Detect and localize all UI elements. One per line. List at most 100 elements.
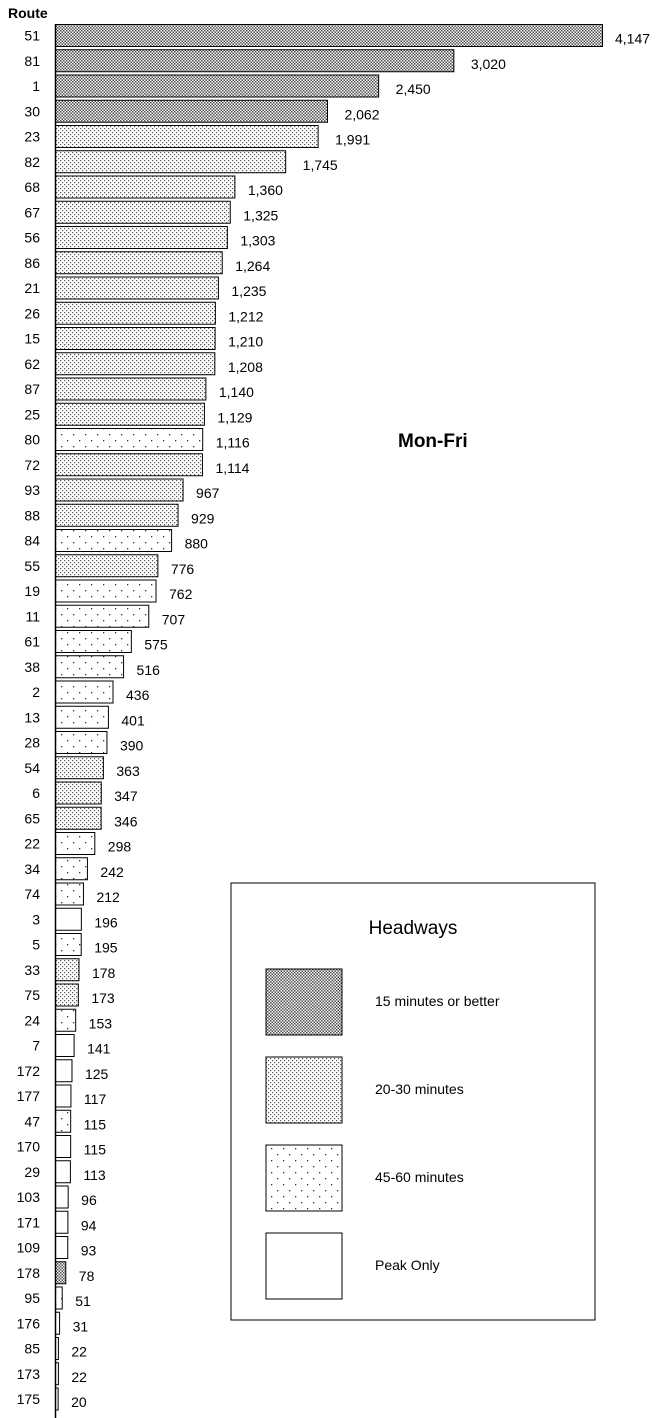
route-label-34: 34 bbox=[24, 861, 40, 877]
bar-route-25 bbox=[55, 402, 205, 426]
bar-route-170 bbox=[55, 1135, 72, 1158]
value-label-176: 31 bbox=[73, 1318, 89, 1334]
route-label-65: 65 bbox=[24, 810, 40, 826]
bar-route-13 bbox=[55, 705, 109, 729]
route-label-7: 7 bbox=[32, 1038, 40, 1054]
value-label-19: 762 bbox=[169, 586, 193, 602]
bar-route-29 bbox=[55, 1160, 71, 1184]
route-labels-group: 5181130238268675686212615628725807293888… bbox=[17, 28, 41, 1408]
value-label-54: 363 bbox=[116, 763, 140, 779]
value-label-25: 1,129 bbox=[217, 409, 252, 425]
value-label-5: 195 bbox=[94, 940, 118, 956]
bar-route-88 bbox=[55, 503, 179, 527]
bar-route-21 bbox=[55, 276, 219, 300]
route-label-15: 15 bbox=[24, 331, 40, 347]
legend-swatch-p bbox=[265, 1232, 343, 1300]
value-label-80: 1,116 bbox=[216, 435, 250, 451]
value-label-175: 20 bbox=[71, 1394, 87, 1410]
bar-route-23 bbox=[55, 125, 319, 148]
route-label-82: 82 bbox=[24, 154, 40, 170]
value-label-65: 346 bbox=[114, 813, 138, 829]
bar-route-15 bbox=[55, 327, 216, 350]
value-label-7: 141 bbox=[87, 1041, 111, 1057]
route-label-2: 2 bbox=[32, 684, 40, 700]
route-label-22: 22 bbox=[24, 836, 40, 852]
route-label-5: 5 bbox=[32, 937, 40, 953]
value-label-21: 1,235 bbox=[231, 283, 266, 299]
value-label-84: 880 bbox=[185, 536, 209, 552]
value-label-1: 2,450 bbox=[396, 81, 431, 97]
route-label-33: 33 bbox=[24, 962, 40, 978]
legend-swatch-l bbox=[265, 1144, 343, 1212]
route-label-61: 61 bbox=[24, 634, 40, 650]
legend-label-hf: 15 minutes or better bbox=[375, 993, 500, 1009]
value-label-55: 776 bbox=[171, 561, 195, 577]
bar-route-80 bbox=[55, 428, 204, 451]
route-label-74: 74 bbox=[24, 886, 40, 902]
bar-route-55 bbox=[55, 554, 159, 578]
bar-route-3 bbox=[55, 907, 82, 931]
route-label-175: 175 bbox=[17, 1391, 41, 1407]
bar-route-51 bbox=[55, 24, 603, 47]
legend-title: Headways bbox=[369, 918, 458, 939]
value-label-171: 94 bbox=[81, 1217, 97, 1233]
value-label-177: 117 bbox=[84, 1091, 107, 1107]
route-label-86: 86 bbox=[24, 255, 40, 271]
bar-route-56 bbox=[55, 226, 228, 249]
bar-route-68 bbox=[55, 175, 236, 199]
route-label-87: 87 bbox=[24, 381, 40, 397]
route-label-55: 55 bbox=[24, 558, 40, 574]
bar-route-33 bbox=[55, 958, 80, 982]
route-label-19: 19 bbox=[24, 583, 40, 599]
value-label-33: 178 bbox=[92, 965, 116, 981]
bar-route-2 bbox=[55, 680, 114, 704]
legend-label-l: 45-60 minutes bbox=[375, 1169, 464, 1185]
value-label-88: 929 bbox=[191, 510, 215, 526]
value-label-24: 153 bbox=[89, 1015, 113, 1031]
bar-route-67 bbox=[55, 200, 231, 224]
bar-route-86 bbox=[55, 251, 223, 275]
value-label-61: 575 bbox=[144, 637, 168, 653]
route-label-28: 28 bbox=[24, 735, 40, 751]
route-label-54: 54 bbox=[24, 760, 40, 776]
value-label-87: 1,140 bbox=[219, 384, 254, 400]
value-label-68: 1,360 bbox=[248, 182, 283, 198]
legend-swatch-hf bbox=[265, 968, 343, 1036]
value-label-3: 196 bbox=[94, 914, 118, 930]
bar-route-19 bbox=[55, 579, 157, 603]
route-label-176: 176 bbox=[17, 1315, 41, 1331]
route-label-109: 109 bbox=[17, 1240, 41, 1256]
bar-route-30 bbox=[55, 99, 328, 123]
route-label-171: 171 bbox=[17, 1214, 41, 1230]
route-label-25: 25 bbox=[24, 406, 40, 422]
value-label-11: 707 bbox=[162, 611, 186, 627]
value-label-170: 115 bbox=[84, 1142, 107, 1158]
route-label-80: 80 bbox=[24, 432, 40, 448]
route-label-72: 72 bbox=[24, 457, 40, 473]
route-label-51: 51 bbox=[24, 28, 40, 44]
bar-route-54 bbox=[55, 756, 104, 780]
bar-route-171 bbox=[55, 1210, 69, 1234]
value-label-172: 125 bbox=[85, 1066, 109, 1082]
route-label-38: 38 bbox=[24, 659, 40, 675]
bar-route-62 bbox=[55, 352, 216, 376]
value-label-103: 96 bbox=[81, 1192, 97, 1208]
route-label-81: 81 bbox=[24, 53, 40, 69]
bar-route-75 bbox=[55, 983, 79, 1007]
bar-route-24 bbox=[55, 1008, 77, 1032]
value-label-173: 22 bbox=[71, 1369, 87, 1385]
bar-route-81 bbox=[55, 49, 455, 73]
route-label-93: 93 bbox=[24, 482, 40, 498]
bar-route-72 bbox=[55, 453, 203, 477]
route-label-68: 68 bbox=[24, 179, 40, 195]
value-label-85: 22 bbox=[71, 1344, 87, 1360]
legend-label-p: Peak Only bbox=[375, 1257, 440, 1273]
route-label-75: 75 bbox=[24, 987, 40, 1003]
value-label-178: 78 bbox=[79, 1268, 95, 1284]
route-label-13: 13 bbox=[24, 709, 40, 725]
route-label-84: 84 bbox=[24, 533, 40, 549]
value-label-26: 1,212 bbox=[228, 308, 263, 324]
route-label-3: 3 bbox=[32, 911, 40, 927]
value-label-2: 436 bbox=[126, 687, 150, 703]
